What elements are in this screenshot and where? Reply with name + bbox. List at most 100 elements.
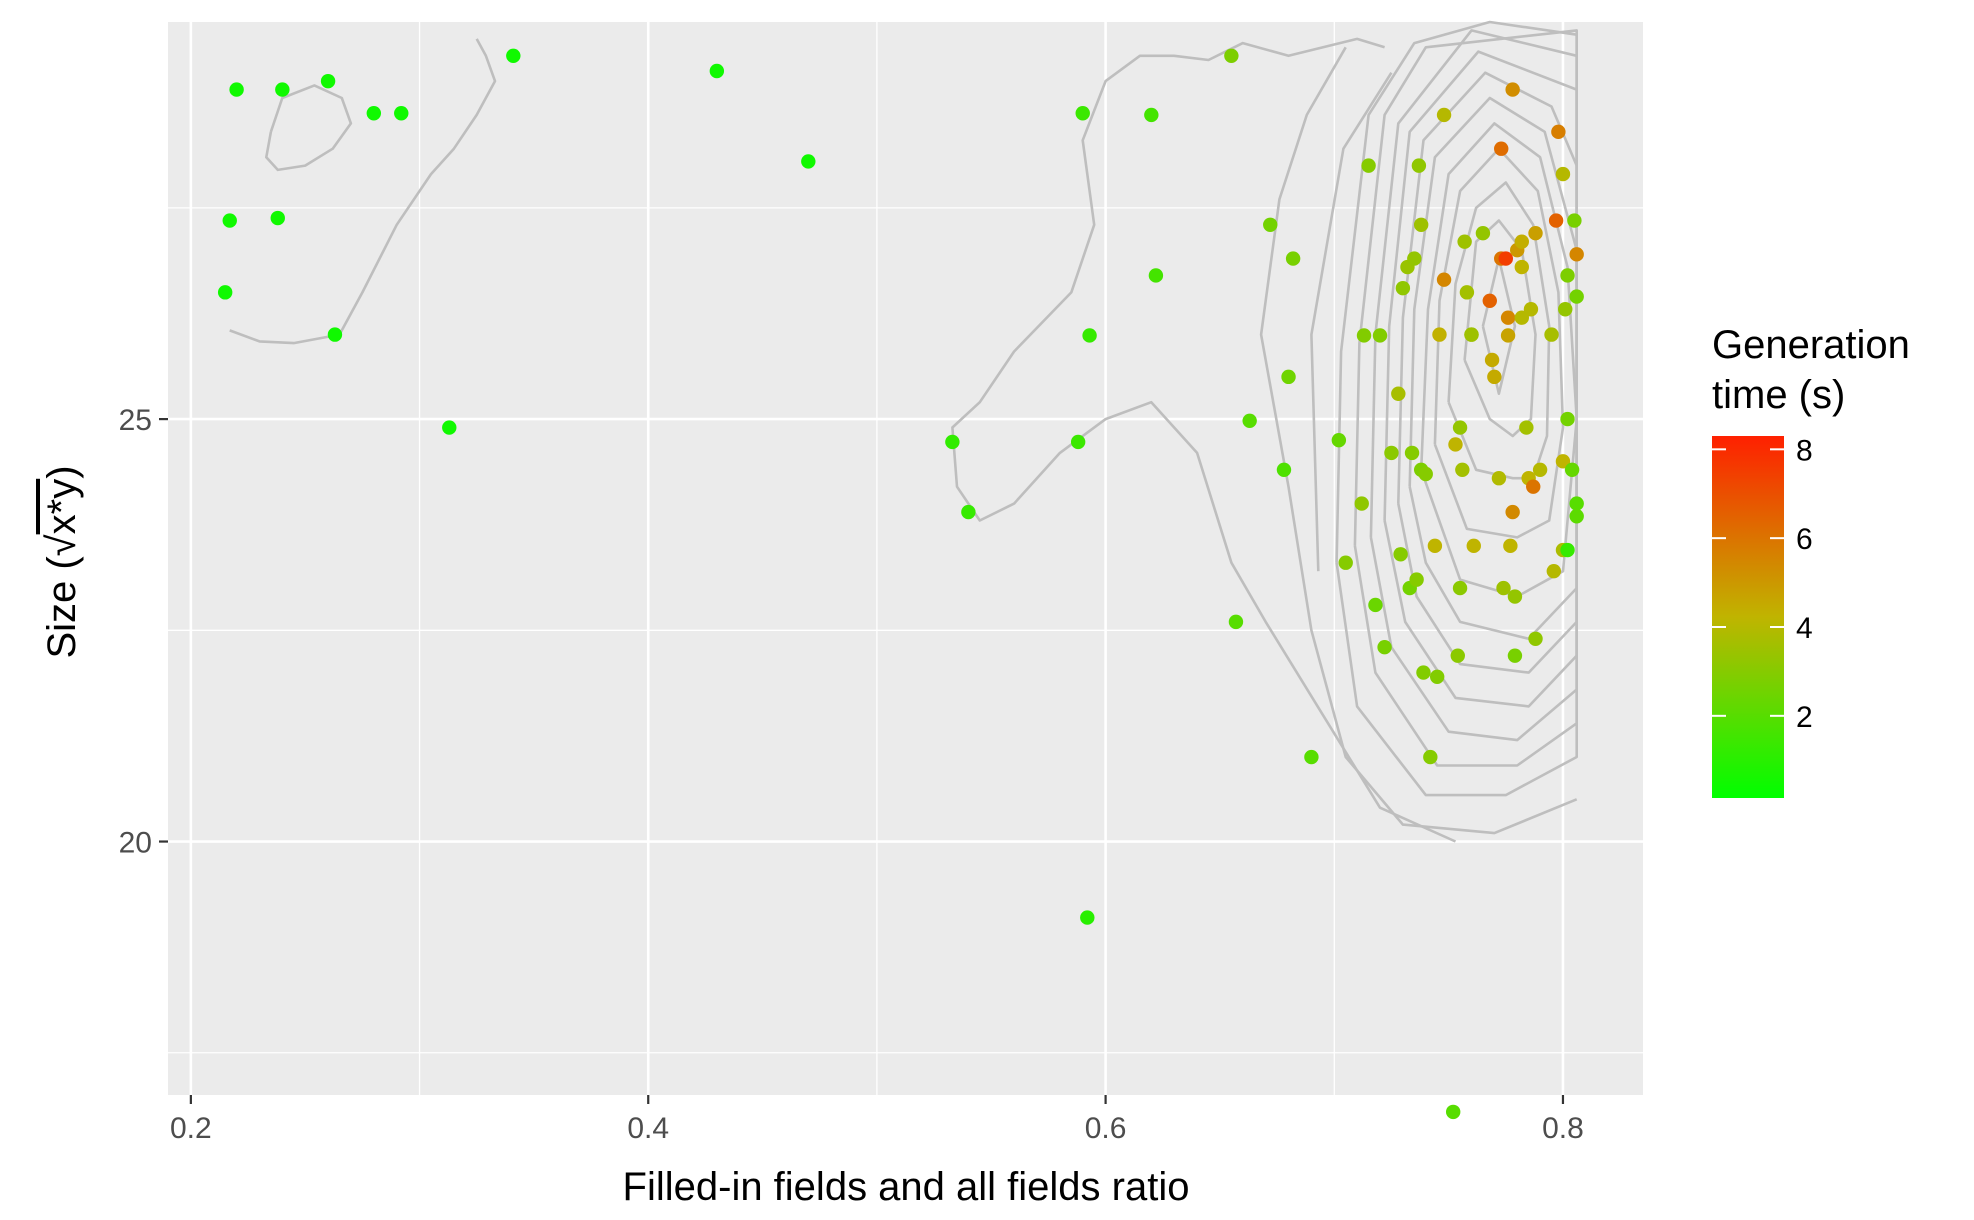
data-point bbox=[1528, 631, 1543, 646]
data-point bbox=[1505, 82, 1520, 97]
data-point bbox=[1445, 1104, 1461, 1120]
data-point bbox=[1514, 234, 1529, 249]
y-axis-title: Size (√x*y) bbox=[40, 465, 84, 658]
data-point bbox=[1082, 328, 1097, 343]
y-axis-title-prefix: Size ( bbox=[40, 556, 84, 659]
data-point bbox=[1224, 48, 1239, 63]
data-point bbox=[1452, 580, 1468, 596]
data-point bbox=[1496, 580, 1511, 596]
data-point bbox=[1464, 327, 1479, 342]
data-point bbox=[1514, 310, 1529, 325]
contour-line bbox=[1259, 46, 1578, 835]
data-point bbox=[1416, 665, 1431, 680]
data-point bbox=[1448, 437, 1463, 452]
data-point bbox=[1228, 614, 1244, 630]
data-point bbox=[1331, 433, 1347, 448]
data-point bbox=[1558, 302, 1573, 317]
data-points bbox=[217, 48, 1584, 1120]
data-point bbox=[1285, 251, 1301, 266]
legend-title-line2: time (s) bbox=[1712, 373, 1845, 417]
data-point bbox=[1528, 226, 1543, 241]
data-point bbox=[394, 106, 409, 121]
data-point bbox=[1242, 413, 1257, 428]
data-point bbox=[1466, 538, 1481, 554]
data-point bbox=[1484, 352, 1500, 368]
data-point bbox=[1514, 259, 1529, 275]
data-point bbox=[1148, 268, 1164, 283]
data-point bbox=[801, 154, 816, 169]
axes: 0.2 0.4 0.6 0.8 20 25 bbox=[119, 404, 1584, 1145]
legend-title-line1: Generation bbox=[1712, 323, 1910, 367]
data-point bbox=[1494, 141, 1509, 156]
data-point bbox=[229, 82, 244, 97]
plot-panel bbox=[168, 22, 1643, 1095]
data-point bbox=[1491, 471, 1507, 486]
x-tick-label: 0.2 bbox=[170, 1112, 212, 1145]
y-axis-title-suffix: ) bbox=[40, 465, 84, 478]
data-point bbox=[1276, 462, 1292, 477]
x-tick-label: 0.8 bbox=[1542, 1112, 1584, 1145]
data-point bbox=[1523, 302, 1539, 317]
data-point bbox=[1413, 217, 1429, 232]
data-point bbox=[1507, 589, 1523, 604]
data-point bbox=[1391, 386, 1406, 401]
data-point bbox=[1423, 749, 1438, 765]
data-point bbox=[1411, 158, 1427, 173]
data-point bbox=[222, 213, 237, 228]
x-tick-label: 0.4 bbox=[627, 1112, 669, 1145]
contour-line bbox=[338, 38, 497, 336]
data-point bbox=[442, 420, 457, 435]
data-point bbox=[1080, 910, 1095, 925]
contour-line bbox=[1433, 147, 1565, 539]
data-point bbox=[1263, 217, 1278, 232]
y-tick-label: 20 bbox=[119, 827, 152, 860]
data-point bbox=[1436, 107, 1452, 123]
data-point bbox=[1354, 496, 1369, 511]
contour-line bbox=[951, 37, 1457, 843]
legend-tick-label: 8 bbox=[1796, 434, 1813, 467]
data-point bbox=[1564, 462, 1580, 477]
data-point bbox=[1304, 749, 1319, 765]
color-legend: Generation time (s) 2 4 6 8 bbox=[1712, 323, 1910, 798]
data-point bbox=[1532, 462, 1548, 477]
data-point bbox=[1569, 509, 1584, 524]
data-point bbox=[1384, 445, 1399, 461]
data-point bbox=[1429, 669, 1445, 684]
data-point bbox=[1560, 268, 1575, 283]
data-point bbox=[1551, 124, 1566, 140]
data-point bbox=[1526, 479, 1541, 494]
data-point bbox=[1452, 420, 1468, 435]
data-point bbox=[1567, 213, 1582, 228]
grid-lines bbox=[168, 22, 1643, 1095]
data-point bbox=[1372, 328, 1388, 343]
x-axis-title: Filled-in fields and all fields ratio bbox=[623, 1165, 1190, 1209]
data-point bbox=[366, 106, 382, 121]
legend-colorbar bbox=[1712, 436, 1784, 798]
data-point bbox=[1450, 648, 1465, 663]
data-point bbox=[1560, 411, 1575, 427]
data-point bbox=[217, 285, 233, 300]
data-point bbox=[1507, 648, 1523, 663]
contour-line bbox=[1335, 20, 1578, 797]
data-point bbox=[1361, 158, 1376, 173]
y-axis-title-root: √ bbox=[40, 534, 84, 556]
data-point bbox=[1519, 420, 1534, 435]
legend-tick-label: 6 bbox=[1796, 523, 1813, 556]
data-point bbox=[1418, 466, 1433, 482]
data-point bbox=[1075, 106, 1090, 121]
data-point bbox=[1404, 445, 1420, 461]
data-point bbox=[270, 210, 285, 226]
data-point bbox=[1569, 289, 1584, 304]
data-point bbox=[1144, 107, 1159, 123]
data-point bbox=[1569, 247, 1584, 262]
data-point bbox=[1555, 166, 1571, 182]
data-point bbox=[1377, 640, 1392, 655]
data-point bbox=[1569, 496, 1584, 511]
data-point bbox=[1356, 328, 1372, 343]
data-point bbox=[1432, 327, 1447, 342]
data-point bbox=[1505, 504, 1520, 520]
y-axis-title-radicand: x*y bbox=[40, 479, 84, 535]
data-point bbox=[1500, 310, 1516, 325]
data-point bbox=[1427, 538, 1443, 554]
